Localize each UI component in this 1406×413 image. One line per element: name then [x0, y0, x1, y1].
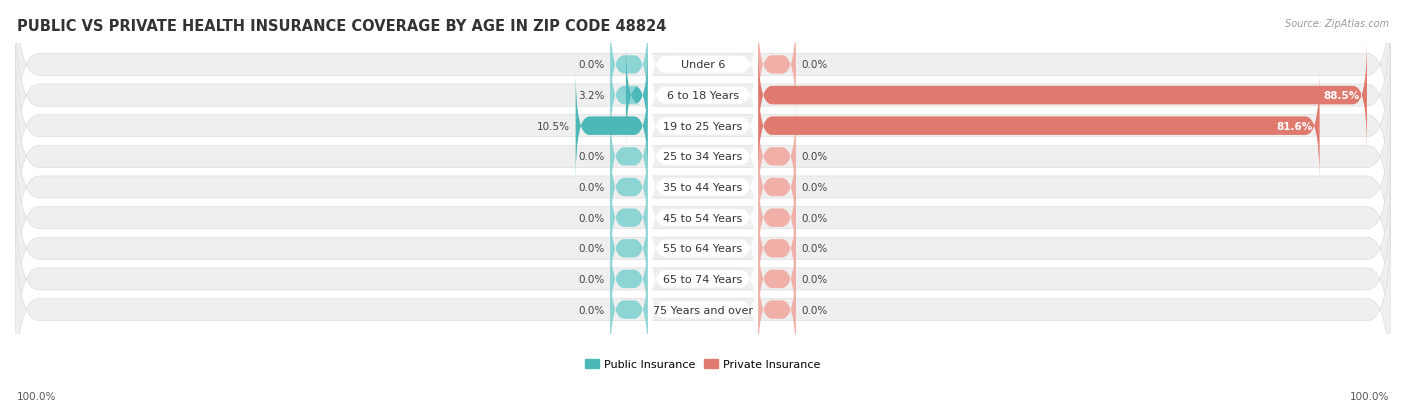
FancyBboxPatch shape: [758, 105, 796, 209]
FancyBboxPatch shape: [648, 89, 758, 225]
FancyBboxPatch shape: [648, 59, 758, 194]
FancyBboxPatch shape: [15, 0, 1391, 192]
Text: 0.0%: 0.0%: [578, 274, 605, 284]
Text: Source: ZipAtlas.com: Source: ZipAtlas.com: [1285, 19, 1389, 28]
Text: 0.0%: 0.0%: [801, 274, 828, 284]
Text: Under 6: Under 6: [681, 60, 725, 70]
Text: 0.0%: 0.0%: [801, 152, 828, 162]
FancyBboxPatch shape: [610, 44, 648, 148]
Text: 55 to 64 Years: 55 to 64 Years: [664, 244, 742, 254]
FancyBboxPatch shape: [758, 74, 1319, 178]
Text: 0.0%: 0.0%: [578, 152, 605, 162]
FancyBboxPatch shape: [15, 31, 1391, 222]
FancyBboxPatch shape: [575, 74, 648, 178]
FancyBboxPatch shape: [15, 214, 1391, 406]
FancyBboxPatch shape: [15, 153, 1391, 345]
Text: 65 to 74 Years: 65 to 74 Years: [664, 274, 742, 284]
FancyBboxPatch shape: [648, 181, 758, 316]
Text: 75 Years and over: 75 Years and over: [652, 305, 754, 315]
FancyBboxPatch shape: [15, 61, 1391, 253]
FancyBboxPatch shape: [758, 166, 796, 270]
FancyBboxPatch shape: [575, 74, 648, 178]
Text: 35 to 44 Years: 35 to 44 Years: [664, 183, 742, 192]
Text: 81.6%: 81.6%: [1277, 121, 1313, 131]
FancyBboxPatch shape: [758, 13, 796, 117]
FancyBboxPatch shape: [15, 122, 1391, 314]
FancyBboxPatch shape: [610, 135, 648, 240]
FancyBboxPatch shape: [648, 211, 758, 347]
FancyBboxPatch shape: [15, 0, 1391, 161]
FancyBboxPatch shape: [610, 105, 648, 209]
FancyBboxPatch shape: [758, 74, 1319, 178]
FancyBboxPatch shape: [648, 150, 758, 286]
Text: 100.0%: 100.0%: [1350, 391, 1389, 401]
Text: 19 to 25 Years: 19 to 25 Years: [664, 121, 742, 131]
FancyBboxPatch shape: [15, 92, 1391, 284]
Legend: Public Insurance, Private Insurance: Public Insurance, Private Insurance: [585, 359, 821, 369]
FancyBboxPatch shape: [610, 227, 648, 331]
FancyBboxPatch shape: [610, 13, 648, 117]
Text: 88.5%: 88.5%: [1324, 91, 1360, 101]
Text: 10.5%: 10.5%: [537, 121, 571, 131]
Text: 0.0%: 0.0%: [578, 60, 605, 70]
FancyBboxPatch shape: [648, 28, 758, 164]
FancyBboxPatch shape: [648, 120, 758, 255]
Text: 45 to 54 Years: 45 to 54 Years: [664, 213, 742, 223]
Text: 3.2%: 3.2%: [578, 91, 605, 101]
FancyBboxPatch shape: [758, 258, 796, 362]
Text: 0.0%: 0.0%: [801, 60, 828, 70]
FancyBboxPatch shape: [648, 242, 758, 377]
Text: 25 to 34 Years: 25 to 34 Years: [664, 152, 742, 162]
Text: 0.0%: 0.0%: [578, 305, 605, 315]
FancyBboxPatch shape: [15, 183, 1391, 375]
FancyBboxPatch shape: [648, 0, 758, 133]
Text: 0.0%: 0.0%: [801, 183, 828, 192]
FancyBboxPatch shape: [626, 44, 648, 148]
FancyBboxPatch shape: [610, 166, 648, 270]
FancyBboxPatch shape: [758, 44, 1367, 148]
Text: PUBLIC VS PRIVATE HEALTH INSURANCE COVERAGE BY AGE IN ZIP CODE 48824: PUBLIC VS PRIVATE HEALTH INSURANCE COVER…: [17, 19, 666, 33]
Text: 6 to 18 Years: 6 to 18 Years: [666, 91, 740, 101]
Text: 0.0%: 0.0%: [578, 244, 605, 254]
Text: 0.0%: 0.0%: [801, 305, 828, 315]
FancyBboxPatch shape: [758, 135, 796, 240]
Text: 100.0%: 100.0%: [17, 391, 56, 401]
Text: 0.0%: 0.0%: [578, 183, 605, 192]
FancyBboxPatch shape: [758, 197, 796, 301]
FancyBboxPatch shape: [610, 197, 648, 301]
FancyBboxPatch shape: [758, 227, 796, 331]
Text: 0.0%: 0.0%: [801, 244, 828, 254]
FancyBboxPatch shape: [758, 44, 1367, 148]
Text: 0.0%: 0.0%: [578, 213, 605, 223]
Text: 0.0%: 0.0%: [801, 213, 828, 223]
FancyBboxPatch shape: [610, 258, 648, 362]
